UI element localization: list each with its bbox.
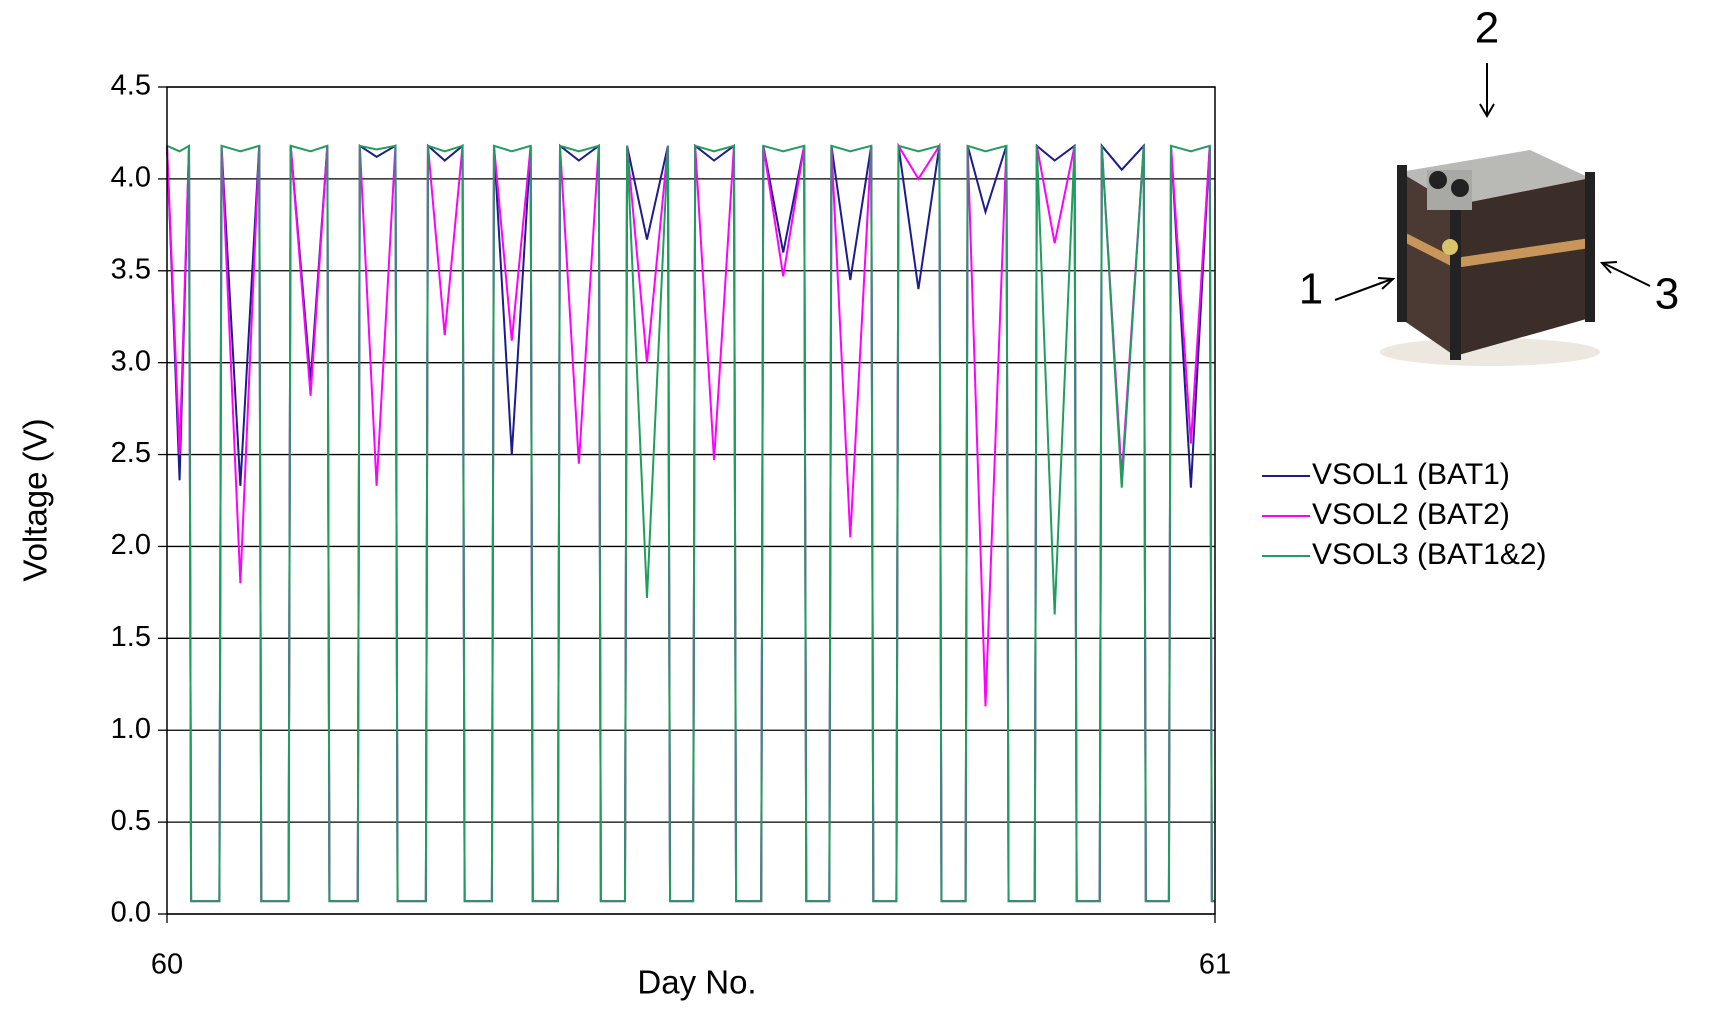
- y-tick-label: 4.0: [111, 162, 151, 194]
- rail: [1585, 172, 1595, 322]
- component: [1429, 171, 1447, 189]
- lens: [1442, 239, 1458, 255]
- chart: 0.0 0.5 1.0 1.5 2.0 2.5 3.0 3.5 4.0 4.5 60 61 Volta…: [0, 0, 1724, 1006]
- y-tick-label: 4.5: [111, 70, 151, 102]
- legend-label: VSOL1 (BAT1): [1312, 458, 1510, 491]
- satellite-photo: 1 2 3: [1299, 4, 1679, 366]
- legend-label: VSOL3 (BAT1&2): [1312, 538, 1547, 571]
- legend: VSOL1 (BAT1) VSOL2 (BAT2) VSOL3 (BAT1&2): [1262, 458, 1547, 571]
- y-tick-label: 2.5: [111, 437, 151, 469]
- plot-lines: [167, 146, 1215, 901]
- y-tick-label: 3.0: [111, 345, 151, 377]
- x-axis-title: Day No.: [637, 964, 756, 1001]
- rail: [1450, 200, 1461, 360]
- series-line: [167, 146, 1215, 901]
- y-tick-label: 0.5: [111, 805, 151, 837]
- y-tick-label: 2.0: [111, 529, 151, 561]
- annotation: 3: [1655, 270, 1679, 319]
- rail: [1397, 165, 1407, 322]
- y-tick-label: 1.5: [111, 621, 151, 653]
- y-axis-title: Voltage (V): [17, 418, 54, 581]
- y-tick-label: 1.0: [111, 713, 151, 745]
- arrow: [1603, 263, 1650, 286]
- y-tick-label: 0.0: [111, 897, 151, 929]
- x-tick-label: 60: [151, 949, 183, 981]
- annotation: 1: [1299, 265, 1323, 314]
- component: [1451, 179, 1469, 197]
- x-tick-label: 61: [1199, 949, 1231, 981]
- annotation: 2: [1475, 4, 1499, 53]
- plot-frame: [167, 87, 1215, 914]
- y-tick-label: 3.5: [111, 253, 151, 285]
- grid: [167, 87, 1215, 914]
- legend-label: VSOL2 (BAT2): [1312, 498, 1510, 531]
